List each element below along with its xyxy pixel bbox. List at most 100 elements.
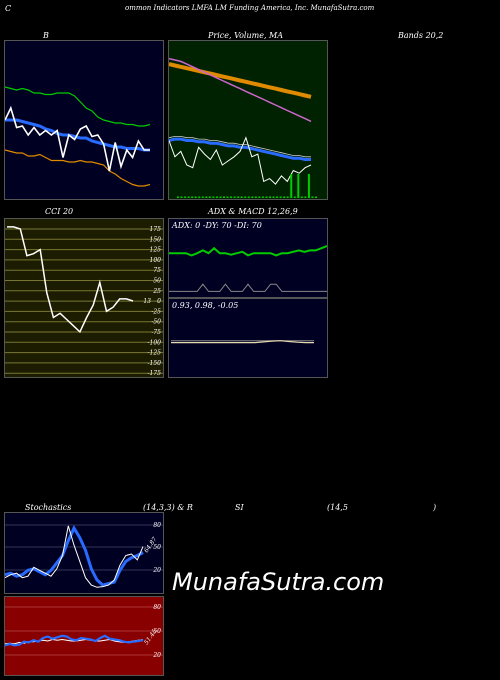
cci-tick-label: 150	[150, 236, 162, 243]
rsi-blue-line	[5, 634, 144, 647]
bb-price-line	[5, 105, 150, 172]
adx-chart	[169, 245, 327, 292]
cci-tick-label: 175	[150, 226, 162, 233]
volume-bar	[180, 196, 183, 198]
cci-tick-label: 125	[150, 247, 162, 254]
bb-middle-line	[5, 118, 150, 152]
volume-bar	[244, 196, 247, 198]
cci-tick-label: -25	[151, 308, 161, 315]
volume-bar	[240, 196, 243, 198]
volume-bar	[191, 196, 194, 198]
stoch-label: Stochastics	[25, 503, 72, 512]
volume-bar	[300, 196, 303, 198]
ma-gray-line	[169, 136, 311, 158]
cci-label: CCI 20	[45, 207, 74, 216]
ma-blue-line	[169, 137, 311, 161]
volume-bar	[286, 196, 289, 198]
bollinger-panel	[4, 40, 164, 200]
volume-bar	[269, 196, 271, 198]
volume-bar	[311, 196, 314, 198]
cci-tick-label: -50	[151, 319, 161, 326]
volume-bar	[198, 196, 201, 198]
cci-tick-label: 25	[152, 288, 161, 295]
volume-bar	[290, 174, 293, 198]
stoch-panel: 80 50 20 64.87	[4, 512, 164, 594]
bands-label: Bands 20,2	[398, 31, 444, 40]
volume-bar	[233, 196, 236, 198]
volume-bar	[254, 196, 257, 198]
volume-bar	[304, 196, 307, 198]
adx-label: ADX & MACD 12,26,9	[208, 207, 298, 216]
price-ma-label: Price, Volume, MA	[208, 31, 284, 40]
volume-bar	[297, 174, 300, 198]
volume-bar	[201, 196, 204, 198]
watermark: MunafaSutra.com	[172, 568, 385, 596]
volume-bar	[215, 196, 218, 198]
cci-tick-label: -100	[148, 339, 162, 346]
bb-lower-line	[5, 149, 151, 187]
cci-tick-label: -175	[148, 370, 162, 377]
stoch-k-line	[5, 524, 144, 587]
volume-bar	[223, 196, 225, 198]
volume-bar	[230, 196, 233, 198]
macd-line	[171, 340, 314, 344]
rsi-tick-label: 50	[153, 628, 161, 635]
volume-bar	[258, 196, 261, 198]
volume-bar	[272, 196, 275, 198]
volume-bar	[205, 196, 208, 198]
cci-panel: 175 150 125 100 75 50 25 0 -25 -50 -75 -100 -125 -150…	[4, 218, 164, 378]
cci-tick-label: -150	[148, 360, 162, 367]
rsi-tick-label: 20	[152, 652, 161, 659]
header-title: ommon Indicators LMFA LM Funding America…	[125, 4, 375, 12]
volume-bar	[187, 196, 190, 198]
stoch-tick-label: 20	[152, 567, 161, 574]
macd-chart	[171, 340, 314, 344]
adx-values: ADX: 0 -DY: 70 -DI: 70	[172, 221, 262, 230]
ma-magenta-line	[169, 57, 312, 123]
volume-bar	[283, 196, 286, 198]
si-label: SI	[235, 503, 244, 512]
stoch-params: (14,3,3) & R	[143, 503, 193, 512]
cci-chart: 175 150 125 100 75 50 25 0 -25 -50 -75 -100 -125 -150…	[5, 226, 163, 377]
volume-bar	[265, 196, 268, 198]
volume-bar	[247, 196, 250, 198]
price-ma-panel	[168, 40, 328, 200]
cci-tick-label: 100	[150, 257, 162, 264]
bollinger-chart	[5, 86, 151, 187]
volume-bar	[251, 196, 254, 198]
cci-value-label: 13	[143, 298, 151, 305]
cci-tick-label: 75	[153, 267, 161, 274]
volume-bar	[261, 196, 264, 198]
cci-tick-label: 50	[153, 278, 161, 285]
rsi-tick-label: 80	[153, 604, 161, 611]
volume-bar	[307, 174, 310, 198]
price-ma-chart	[169, 57, 317, 198]
volume-bar	[237, 196, 240, 198]
volume-bar	[177, 196, 179, 198]
stoch-tick-label: 50	[153, 544, 161, 551]
volume-bar	[293, 196, 296, 198]
bb-upper-line	[5, 86, 151, 127]
volume-bar	[315, 196, 317, 198]
rsi-panel: 80 50 20 51.45	[4, 596, 164, 676]
volume-bar	[184, 196, 187, 198]
cci-tick-label: -75	[151, 329, 161, 336]
adx-di-line	[169, 283, 327, 292]
cci-tick-label: 0	[157, 298, 161, 305]
volume-bar	[276, 196, 279, 198]
adx-panel: ADX: 0 -DY: 70 -DI: 70	[168, 218, 328, 298]
price-line	[169, 136, 312, 185]
header-c-letter: C	[5, 4, 12, 13]
ma-orange-line	[169, 62, 312, 99]
macd-values: 0.93, 0.98, -0.05	[172, 301, 239, 310]
cci-line	[7, 226, 134, 334]
volume-bar	[226, 196, 229, 198]
volume-bar	[194, 196, 197, 198]
adx-line	[169, 245, 327, 257]
volume-bar	[219, 196, 222, 198]
volume-bar	[212, 196, 215, 198]
bollinger-label: B	[43, 31, 49, 40]
rsi-close: )	[433, 503, 437, 512]
